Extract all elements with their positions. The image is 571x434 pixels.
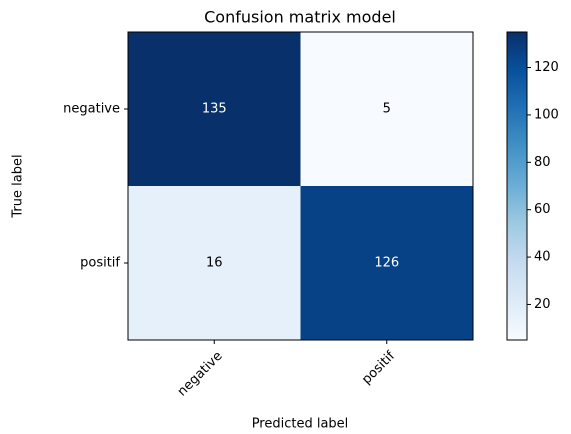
heatmap-cell	[300, 32, 474, 187]
y-tick-label: negative	[63, 102, 120, 117]
cell-label: 126	[374, 256, 399, 271]
heatmap-cell	[300, 186, 474, 341]
colorbar	[506, 31, 528, 341]
x-axis-label: Predicted label	[252, 417, 349, 432]
x-tick-label: positif	[359, 348, 398, 387]
x-tick-label: negative	[175, 349, 226, 400]
y-axis-label: True label	[11, 154, 26, 218]
colorbar-tick-label: 80	[534, 155, 551, 170]
colorbar-tick-label: 120	[534, 60, 559, 75]
colorbar-tick-label: 20	[534, 297, 551, 312]
y-tick-label: positif	[80, 256, 120, 271]
chart-title: Confusion matrix model	[204, 8, 396, 27]
colorbar-tick-label: 40	[534, 250, 551, 265]
heatmap-cell	[128, 186, 301, 341]
plot-frame	[127, 31, 474, 341]
heatmap-cell	[128, 32, 301, 187]
colorbar-tick-label: 60	[534, 202, 551, 217]
cell-label: 16	[206, 256, 223, 271]
cell-label: 5	[383, 102, 391, 117]
cell-label: 135	[202, 102, 227, 117]
colorbar-tick-label: 100	[534, 107, 559, 122]
